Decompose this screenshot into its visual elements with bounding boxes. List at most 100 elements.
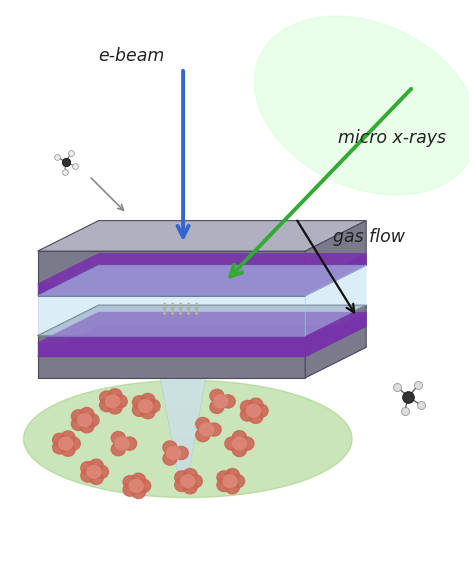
Polygon shape bbox=[177, 466, 189, 477]
Ellipse shape bbox=[167, 446, 181, 460]
Polygon shape bbox=[166, 406, 201, 416]
Polygon shape bbox=[156, 356, 210, 366]
Ellipse shape bbox=[223, 475, 237, 487]
Ellipse shape bbox=[175, 471, 189, 484]
Ellipse shape bbox=[72, 417, 85, 431]
Ellipse shape bbox=[59, 437, 73, 450]
Ellipse shape bbox=[113, 395, 127, 408]
Ellipse shape bbox=[183, 481, 197, 494]
Ellipse shape bbox=[131, 486, 146, 499]
Ellipse shape bbox=[87, 465, 101, 478]
Ellipse shape bbox=[111, 442, 125, 456]
Ellipse shape bbox=[200, 423, 214, 436]
Ellipse shape bbox=[80, 407, 94, 421]
Ellipse shape bbox=[249, 410, 263, 423]
Polygon shape bbox=[37, 253, 366, 284]
Polygon shape bbox=[172, 436, 195, 446]
Polygon shape bbox=[37, 305, 366, 336]
Polygon shape bbox=[170, 426, 197, 436]
Polygon shape bbox=[158, 366, 208, 376]
Polygon shape bbox=[37, 336, 305, 378]
Ellipse shape bbox=[111, 432, 125, 445]
Polygon shape bbox=[37, 251, 305, 296]
Polygon shape bbox=[305, 220, 366, 296]
Polygon shape bbox=[305, 253, 366, 296]
Polygon shape bbox=[305, 265, 366, 336]
Ellipse shape bbox=[141, 406, 155, 419]
Polygon shape bbox=[37, 296, 305, 336]
Ellipse shape bbox=[131, 473, 146, 486]
Ellipse shape bbox=[181, 475, 195, 487]
Polygon shape bbox=[37, 343, 305, 357]
Ellipse shape bbox=[66, 437, 80, 450]
Polygon shape bbox=[153, 336, 214, 346]
Ellipse shape bbox=[94, 465, 109, 478]
Ellipse shape bbox=[163, 452, 177, 465]
Ellipse shape bbox=[129, 479, 143, 492]
Text: micro x-rays: micro x-rays bbox=[338, 130, 446, 148]
Polygon shape bbox=[37, 312, 366, 343]
Polygon shape bbox=[37, 265, 366, 296]
Text: gas flow: gas flow bbox=[333, 228, 405, 246]
Polygon shape bbox=[162, 386, 204, 396]
Ellipse shape bbox=[196, 428, 210, 442]
Ellipse shape bbox=[183, 469, 197, 482]
Ellipse shape bbox=[214, 395, 228, 408]
Polygon shape bbox=[168, 416, 199, 426]
Ellipse shape bbox=[255, 16, 474, 195]
Ellipse shape bbox=[210, 389, 224, 402]
Ellipse shape bbox=[221, 395, 235, 408]
Ellipse shape bbox=[123, 483, 137, 496]
Polygon shape bbox=[37, 265, 366, 296]
Ellipse shape bbox=[230, 475, 245, 488]
Ellipse shape bbox=[196, 417, 210, 431]
Ellipse shape bbox=[89, 471, 103, 485]
Ellipse shape bbox=[240, 400, 255, 414]
Ellipse shape bbox=[123, 475, 137, 488]
Ellipse shape bbox=[225, 437, 239, 450]
Polygon shape bbox=[155, 346, 212, 356]
Ellipse shape bbox=[72, 410, 85, 423]
Ellipse shape bbox=[132, 396, 146, 409]
Polygon shape bbox=[164, 396, 202, 406]
Ellipse shape bbox=[106, 395, 120, 408]
Text: e-beam: e-beam bbox=[98, 47, 164, 65]
Ellipse shape bbox=[137, 479, 151, 492]
Polygon shape bbox=[153, 336, 214, 477]
Ellipse shape bbox=[61, 443, 75, 456]
Ellipse shape bbox=[188, 475, 202, 488]
Ellipse shape bbox=[80, 420, 94, 433]
Polygon shape bbox=[305, 305, 366, 378]
Ellipse shape bbox=[174, 446, 188, 460]
Ellipse shape bbox=[53, 433, 67, 446]
Polygon shape bbox=[37, 284, 305, 296]
Ellipse shape bbox=[232, 431, 246, 444]
Ellipse shape bbox=[240, 408, 255, 421]
Ellipse shape bbox=[123, 437, 137, 450]
Ellipse shape bbox=[163, 441, 177, 454]
Ellipse shape bbox=[132, 403, 146, 416]
Ellipse shape bbox=[138, 400, 153, 412]
Ellipse shape bbox=[81, 469, 95, 482]
Ellipse shape bbox=[240, 437, 254, 450]
Ellipse shape bbox=[89, 459, 103, 473]
Ellipse shape bbox=[77, 414, 91, 427]
Ellipse shape bbox=[61, 431, 75, 444]
Polygon shape bbox=[160, 376, 206, 386]
Ellipse shape bbox=[225, 469, 239, 482]
Ellipse shape bbox=[53, 441, 67, 454]
Ellipse shape bbox=[146, 399, 160, 412]
Ellipse shape bbox=[232, 444, 246, 457]
Ellipse shape bbox=[246, 404, 261, 417]
Polygon shape bbox=[175, 456, 191, 466]
Ellipse shape bbox=[249, 398, 263, 411]
Ellipse shape bbox=[217, 471, 231, 484]
Polygon shape bbox=[305, 312, 366, 357]
Ellipse shape bbox=[108, 401, 122, 414]
Ellipse shape bbox=[207, 423, 221, 436]
Ellipse shape bbox=[81, 461, 95, 475]
Ellipse shape bbox=[108, 389, 122, 402]
Ellipse shape bbox=[24, 380, 352, 498]
Polygon shape bbox=[37, 326, 366, 357]
Ellipse shape bbox=[175, 478, 189, 491]
